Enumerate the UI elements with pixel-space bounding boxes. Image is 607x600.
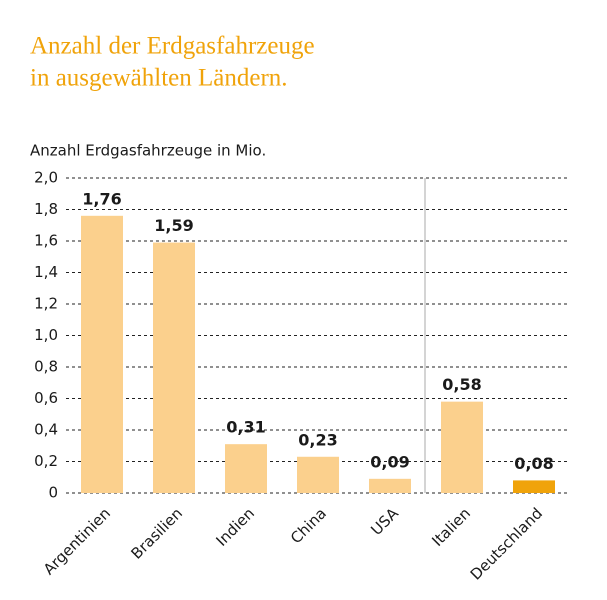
bar <box>153 242 195 493</box>
value-label: 0,58 <box>442 375 481 394</box>
bar <box>369 478 411 493</box>
value-label: 0,09 <box>370 452 409 471</box>
x-tick-label: Italien <box>428 504 474 550</box>
y-tick-label: 1,2 <box>34 295 58 313</box>
y-axis-label: Anzahl Erdgasfahrzeuge in Mio. <box>30 142 266 160</box>
bar <box>441 401 483 493</box>
bar <box>81 215 123 494</box>
y-tick-label: 0 <box>48 484 58 502</box>
y-tick-label: 0,2 <box>34 452 58 470</box>
value-label: 0,23 <box>298 430 337 449</box>
value-label: 0,31 <box>226 418 265 437</box>
y-tick-label: 1,4 <box>34 263 58 281</box>
x-tick-label: USA <box>367 504 402 539</box>
x-tick-label: Deutschland <box>467 504 546 583</box>
x-tick-label: Brasilien <box>128 504 186 562</box>
value-label: 1,59 <box>154 216 193 235</box>
bar <box>297 456 339 493</box>
value-label: 1,76 <box>82 189 121 208</box>
bar <box>225 444 267 493</box>
bar <box>513 480 555 493</box>
chart-title: Anzahl der Erdgasfahrzeuge <box>30 33 315 60</box>
x-tick-label: China <box>287 504 330 547</box>
y-tick-label: 1,8 <box>34 200 58 218</box>
y-tick-label: 1,6 <box>34 232 58 250</box>
x-tick-label: Argentinien <box>40 504 114 578</box>
y-tick-label: 0,4 <box>34 421 58 439</box>
y-tick-label: 0,6 <box>34 389 58 407</box>
value-label: 0,08 <box>514 454 553 473</box>
x-tick-label: Indien <box>213 504 259 550</box>
y-tick-label: 2,0 <box>34 169 58 187</box>
y-tick-label: 1,0 <box>34 326 58 344</box>
chart-title: in ausgewählten Ländern. <box>30 65 288 92</box>
y-tick-label: 0,8 <box>34 358 58 376</box>
